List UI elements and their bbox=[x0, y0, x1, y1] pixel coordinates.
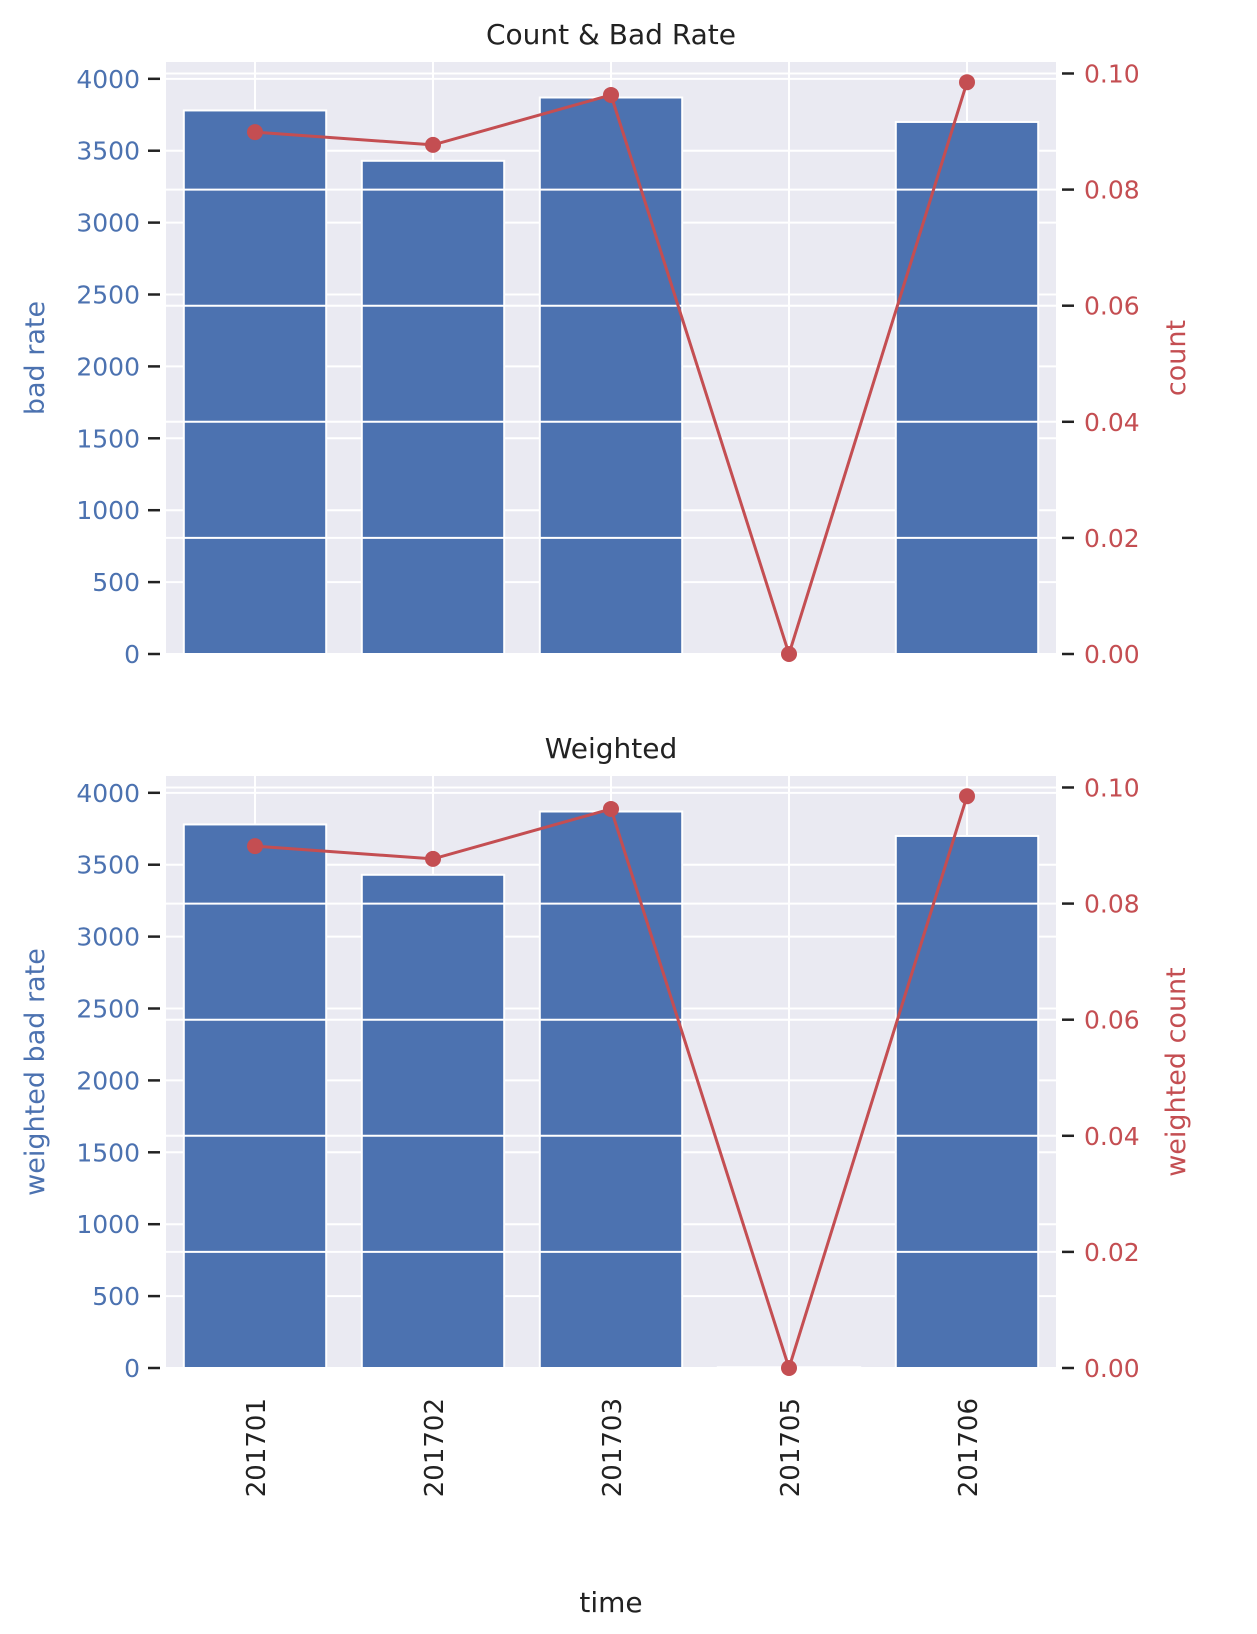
y2-tick-label: 0.06 bbox=[1084, 292, 1140, 321]
bar-201702 bbox=[360, 873, 506, 1369]
line-point-201705 bbox=[781, 1360, 797, 1376]
x-axis-label: time bbox=[579, 1586, 642, 1619]
line-point-201706 bbox=[959, 788, 975, 805]
y-tick-label: 0 bbox=[124, 640, 140, 669]
chart-panel-2: 0 500 1000 1500 2000 2500 3000 3500 4000 0.00 0.02… bbox=[20, 732, 1192, 1619]
y-tick-label: 3000 bbox=[76, 209, 140, 238]
y2-tick-label: 0.08 bbox=[1084, 176, 1140, 205]
bar-201701 bbox=[182, 109, 328, 655]
line-point-201706 bbox=[959, 74, 975, 91]
line-point-201702 bbox=[425, 136, 441, 153]
y-tick-label: 3500 bbox=[76, 851, 140, 880]
chart-title: Weighted bbox=[545, 732, 678, 765]
bar-201702 bbox=[360, 159, 506, 655]
y-axis-label: weighted bad rate bbox=[20, 948, 51, 1196]
line-point-201701 bbox=[247, 124, 263, 141]
y-tick-label: 2000 bbox=[76, 352, 140, 381]
line-point-201702 bbox=[425, 850, 441, 867]
y-tick-label: 2500 bbox=[76, 281, 140, 310]
x-tick-label: 201706 bbox=[954, 1398, 984, 1497]
x-tick-label: 201703 bbox=[598, 1398, 628, 1497]
y-tick-label: 1000 bbox=[76, 1210, 140, 1239]
y2-tick-label: 0.04 bbox=[1084, 408, 1140, 437]
y-tick-label: 3000 bbox=[76, 923, 140, 952]
y-tick-label: 500 bbox=[92, 568, 140, 597]
x-tick-label: 201701 bbox=[242, 1398, 272, 1497]
y2-tick-label: 0.10 bbox=[1084, 59, 1140, 88]
y2-axis-label: weighted count bbox=[1161, 967, 1192, 1177]
y-tick-label: 3500 bbox=[76, 137, 140, 166]
bar-201701 bbox=[182, 823, 328, 1369]
y2-tick-label: 0.10 bbox=[1084, 773, 1140, 802]
bar-201703 bbox=[538, 810, 684, 1369]
y2-tick-label: 0.04 bbox=[1084, 1122, 1140, 1151]
bar-201706 bbox=[894, 834, 1040, 1369]
chart-title: Count & Bad Rate bbox=[486, 18, 736, 51]
line-point-201703 bbox=[603, 86, 619, 103]
y-tick-label: 1500 bbox=[76, 1138, 140, 1167]
x-tick-label: 201705 bbox=[776, 1398, 806, 1497]
bar-201703 bbox=[538, 96, 684, 655]
chart-panel-1: 0 500 1000 1500 2000 2500 3000 3500 4000 0.00 0.02… bbox=[20, 18, 1192, 669]
line-point-201701 bbox=[247, 838, 263, 855]
y2-axis-label: count bbox=[1161, 320, 1192, 396]
bar-201706 bbox=[894, 120, 1040, 655]
y2-tick-label: 0.00 bbox=[1084, 640, 1140, 669]
y-tick-label: 2000 bbox=[76, 1066, 140, 1095]
y2-tick-label: 0.08 bbox=[1084, 890, 1140, 919]
y-tick-label: 500 bbox=[92, 1282, 140, 1311]
y-tick-label: 4000 bbox=[76, 65, 140, 94]
y-tick-label: 0 bbox=[124, 1354, 140, 1383]
y-tick-label: 4000 bbox=[76, 779, 140, 808]
y2-tick-label: 0.02 bbox=[1084, 1238, 1140, 1267]
y-tick-label: 1500 bbox=[76, 424, 140, 453]
y2-tick-label: 0.06 bbox=[1084, 1006, 1140, 1035]
line-point-201703 bbox=[603, 800, 619, 817]
y-tick-label: 1000 bbox=[76, 496, 140, 525]
y-tick-label: 2500 bbox=[76, 995, 140, 1024]
y2-tick-label: 0.02 bbox=[1084, 524, 1140, 553]
y-axis-label: bad rate bbox=[20, 301, 51, 415]
line-point-201705 bbox=[781, 646, 797, 662]
y2-tick-label: 0.00 bbox=[1084, 1354, 1140, 1383]
x-tick-label: 201702 bbox=[420, 1398, 450, 1497]
